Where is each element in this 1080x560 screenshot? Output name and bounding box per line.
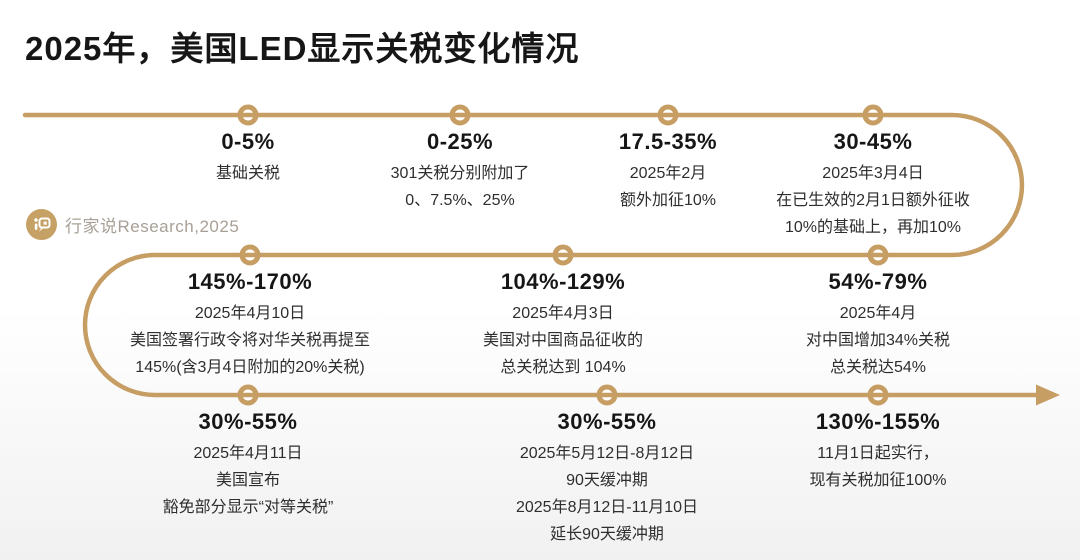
node-desc-line: 145%(含3月4日附加的20%关税)	[135, 359, 365, 376]
node-range: 104%-129%	[500, 269, 626, 294]
node-desc-line: 美国对中国商品征收的	[482, 332, 643, 349]
timeline-path	[22, 112, 1041, 398]
timeline-node: 145%-170% 2025年4月10日美国签署行政令将对华关税再提至 145%(…	[100, 267, 400, 381]
node-range: 145%-170%	[187, 269, 313, 294]
node-desc-line: 美国签署行政令将对华关税再提至	[129, 332, 370, 349]
timeline-node: 30-45% 2025年3月4日在已生效的2月1日额外征收 10%的基础上，再加1…	[723, 127, 1023, 241]
node-desc: 2025年4月3日美国对中国商品征收的 总关税达到 104%	[413, 300, 713, 381]
node-desc: 11月1日起实行， 现有关税加征100%	[728, 440, 1028, 494]
node-desc-line: 2025年4月	[839, 305, 917, 322]
node-desc: 2025年3月4日在已生效的2月1日额外征收 10%的基础上，再加10%	[723, 160, 1023, 241]
node-range: 0-25%	[426, 129, 494, 154]
node-desc-line: 2025年8月12日-11月10日	[515, 499, 699, 516]
timeline-node: 54%-79% 2025年4月对中国增加34%关税 总关税达54%	[728, 267, 1028, 381]
node-desc-line: 2025年3月4日	[822, 165, 924, 182]
node-range: 54%-79%	[828, 269, 928, 294]
timeline-node: 30%-55% 2025年5月12日-8月12日 90天缓冲期 2025年8月12日…	[457, 407, 757, 548]
node-desc-line: 总关税达54%	[829, 359, 927, 376]
node-desc-line: 11月1日起实行，	[817, 445, 939, 462]
node-desc-line: 0、7.5%、25%	[405, 192, 515, 209]
node-desc: 301关税分别附加了 0、7.5%、25%	[310, 160, 610, 214]
node-desc-line: 2025年2月	[629, 165, 707, 182]
node-desc-line: 90天缓冲期	[566, 472, 648, 489]
node-desc-line: 2025年4月3日	[512, 305, 614, 322]
node-desc-line: 豁免部分显示“对等关税”	[162, 499, 334, 516]
node-desc-line: 2025年5月12日-8月12日	[519, 445, 695, 462]
node-desc-line: 额外加征10%	[619, 192, 717, 209]
node-desc-line: 对中国增加34%关税	[805, 332, 951, 349]
node-desc-line: 现有关税加征100%	[809, 472, 947, 489]
node-desc: 2025年4月对中国增加34%关税 总关税达54%	[728, 300, 1028, 381]
node-desc-line: 美国宣布	[215, 472, 280, 489]
node-desc: 2025年2月 额外加征10%	[518, 160, 818, 214]
node-range: 30%-55%	[557, 409, 657, 434]
node-desc-line: 在已生效的2月1日额外征收	[776, 192, 970, 209]
timeline-node: 130%-155% 11月1日起实行， 现有关税加征100%	[728, 407, 1028, 494]
timeline-node: 0-5% 基础关税	[98, 127, 398, 187]
node-desc-line: 2025年4月11日	[193, 445, 303, 462]
brand-logo-icon	[26, 209, 57, 240]
timeline-node: 104%-129% 2025年4月3日美国对中国商品征收的 总关税达到 104%	[413, 267, 713, 381]
chat-bubble-glyph	[33, 217, 50, 232]
timeline-node: 30%-55% 2025年4月11日 美国宣布豁免部分显示“对等关税”	[98, 407, 398, 521]
node-range: 0-5%	[221, 129, 275, 154]
node-desc-line: 总关税达到 104%	[500, 359, 626, 376]
node-desc: 2025年4月10日美国签署行政令将对华关税再提至 145%(含3月4日附加的20…	[100, 300, 400, 381]
node-desc-line: 基础关税	[215, 165, 280, 182]
timeline-arrowhead-icon	[1036, 384, 1060, 406]
timeline-node: 17.5-35% 2025年2月 额外加征10%	[518, 127, 818, 214]
watermark: 行家说Research,2025	[26, 209, 239, 240]
watermark-label: 行家说Research,2025	[65, 217, 240, 236]
node-range: 30-45%	[833, 129, 913, 154]
node-desc-line: 2025年4月10日	[194, 305, 306, 322]
node-desc: 2025年5月12日-8月12日 90天缓冲期 2025年8月12日-11月10日延…	[457, 440, 757, 548]
node-desc-line: 301关税分别附加了	[390, 165, 530, 182]
node-desc-line: 10%的基础上，再加10%	[784, 219, 962, 236]
node-desc: 基础关税	[98, 160, 398, 187]
node-desc: 2025年4月11日 美国宣布豁免部分显示“对等关税”	[98, 440, 398, 521]
timeline-node: 0-25% 301关税分别附加了 0、7.5%、25%	[310, 127, 610, 214]
node-range: 130%-155%	[815, 409, 941, 434]
page-title: 2025年，美国LED显示关税变化情况	[25, 30, 580, 67]
node-desc-line: 延长90天缓冲期	[550, 526, 664, 543]
node-range: 17.5-35%	[618, 129, 718, 154]
node-range: 30%-55%	[198, 409, 298, 434]
